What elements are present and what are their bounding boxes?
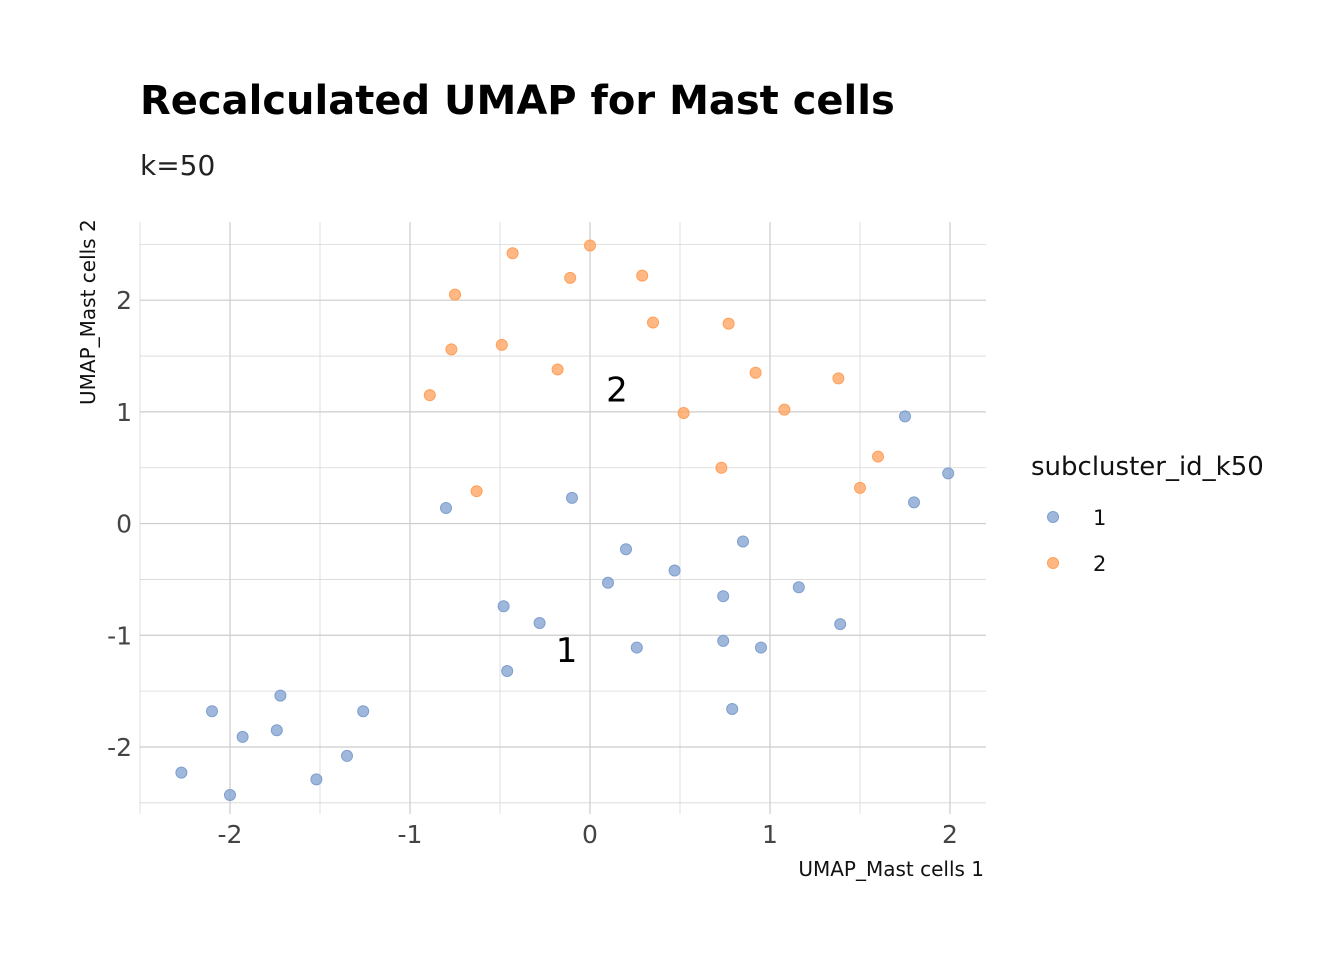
- data-point-cluster-1: [236, 730, 249, 743]
- data-point-cluster-1: [942, 467, 955, 480]
- data-point-cluster-2: [854, 481, 866, 494]
- data-point-cluster-2: [470, 485, 483, 498]
- grid-lines: [139, 222, 986, 814]
- data-point-cluster-2: [636, 269, 649, 282]
- y-tick-label: -2: [107, 733, 132, 762]
- legend-key-2: [1047, 557, 1059, 569]
- data-point-cluster-1: [175, 766, 188, 779]
- data-point-cluster-2: [445, 343, 458, 356]
- x-tick-label: -1: [398, 820, 423, 849]
- data-point-cluster-1: [792, 581, 805, 594]
- legend-entries: 12: [1047, 506, 1106, 576]
- data-point-cluster-2: [423, 389, 436, 402]
- chart-subtitle: k=50: [140, 149, 215, 182]
- data-point-cluster-1: [341, 749, 353, 762]
- data-point-cluster-1: [270, 724, 283, 737]
- data-point-cluster-1: [630, 641, 643, 654]
- x-tick-label: 1: [762, 820, 778, 849]
- data-point-cluster-2: [715, 461, 728, 474]
- data-point-cluster-1: [908, 496, 920, 509]
- data-point-cluster-1: [602, 576, 614, 589]
- data-point-cluster-1: [497, 600, 510, 613]
- data-point-cluster-2: [564, 271, 577, 284]
- cluster-label-1: 1: [556, 631, 578, 671]
- data-point-cluster-1: [357, 705, 370, 718]
- data-point-cluster-1: [206, 705, 218, 718]
- data-point-cluster-1: [224, 789, 236, 802]
- scatter-points: [175, 239, 955, 802]
- y-axis-ticks: -2 -1 0 1 2: [107, 286, 132, 762]
- y-axis-title: UMAP_Mast cells 2: [76, 219, 100, 405]
- data-point-cluster-1: [717, 634, 730, 647]
- data-point-cluster-2: [449, 288, 461, 301]
- legend: subcluster_id_k50 12: [1031, 452, 1264, 576]
- data-point-cluster-2: [495, 338, 508, 351]
- x-tick-label: -2: [218, 820, 243, 849]
- data-point-cluster-1: [717, 590, 730, 603]
- data-point-cluster-1: [620, 543, 632, 556]
- legend-label-1: 1: [1093, 506, 1106, 530]
- data-point-cluster-1: [566, 491, 578, 504]
- data-point-cluster-1: [501, 665, 514, 678]
- x-axis-title: UMAP_Mast cells 1: [798, 857, 984, 881]
- data-point-cluster-2: [722, 317, 735, 330]
- x-tick-label: 0: [582, 820, 598, 849]
- data-point-cluster-1: [440, 501, 452, 514]
- data-point-cluster-1: [755, 641, 767, 654]
- x-axis-ticks: -2 -1 0 1 2: [218, 820, 958, 849]
- data-point-cluster-2: [749, 366, 762, 379]
- data-point-cluster-1: [834, 618, 847, 631]
- cluster-label-2: 2: [606, 371, 628, 411]
- data-point-cluster-2: [778, 403, 791, 416]
- data-point-cluster-2: [832, 372, 845, 385]
- y-tick-label: 2: [116, 286, 132, 315]
- y-tick-label: 0: [116, 510, 132, 539]
- data-point-cluster-2: [872, 450, 884, 463]
- y-tick-label: 1: [116, 398, 132, 427]
- data-point-cluster-1: [274, 689, 287, 702]
- legend-label-2: 2: [1093, 552, 1106, 576]
- data-point-cluster-2: [506, 247, 519, 260]
- data-point-cluster-2: [647, 316, 659, 329]
- data-point-cluster-1: [310, 773, 323, 786]
- cluster-labels: 21: [556, 371, 628, 671]
- chart-title: Recalculated UMAP for Mast cells: [140, 78, 895, 124]
- data-point-cluster-2: [584, 239, 596, 252]
- data-point-cluster-1: [726, 703, 739, 716]
- data-point-cluster-2: [551, 363, 564, 376]
- legend-title: subcluster_id_k50: [1031, 452, 1264, 482]
- y-tick-label: -1: [107, 621, 132, 650]
- data-point-cluster-1: [533, 616, 546, 629]
- data-point-cluster-1: [737, 535, 749, 548]
- data-point-cluster-1: [668, 564, 681, 577]
- data-point-cluster-1: [899, 410, 911, 423]
- x-tick-label: 2: [942, 820, 958, 849]
- data-point-cluster-2: [677, 407, 690, 420]
- legend-key-1: [1047, 511, 1059, 523]
